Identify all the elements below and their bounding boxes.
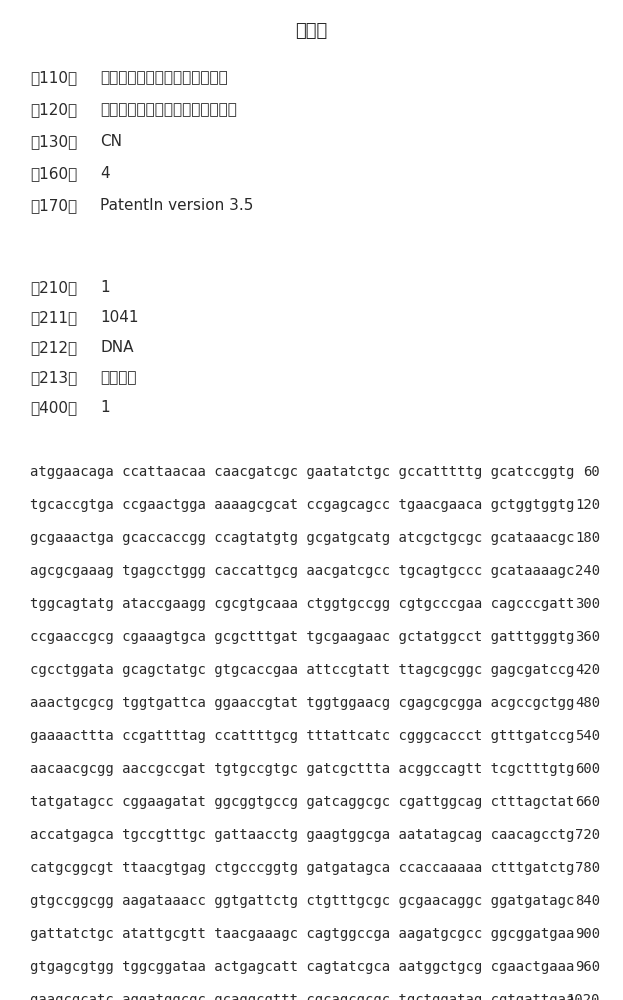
Text: 〈170〉: 〈170〉: [30, 198, 77, 213]
Text: gaagcgcatc aggatggcgc gcaggcgttt cgcagcgcgc tgctggatag cgtgattgaa: gaagcgcatc aggatggcgc gcaggcgttt cgcagcg…: [30, 993, 574, 1000]
Text: aacaacgcgg aaccgccgat tgtgccgtgc gatcgcttta acggccagtt tcgctttgtg: aacaacgcgg aaccgccgat tgtgccgtgc gatcgct…: [30, 762, 574, 776]
Text: 纳洛酮的酶法制备及其药物组合物: 纳洛酮的酶法制备及其药物组合物: [100, 102, 237, 117]
Text: 660: 660: [575, 795, 600, 809]
Text: 〈130〉: 〈130〉: [30, 134, 77, 149]
Text: 人工序列: 人工序列: [100, 370, 136, 385]
Text: DNA: DNA: [100, 340, 133, 355]
Text: gtgccggcgg aagataaacc ggtgattctg ctgtttgcgc gcgaacaggc ggatgatagc: gtgccggcgg aagataaacc ggtgattctg ctgtttg…: [30, 894, 574, 908]
Text: tatgatagcc cggaagatat ggcggtgccg gatcaggcgc cgattggcag ctttagctat: tatgatagcc cggaagatat ggcggtgccg gatcagg…: [30, 795, 574, 809]
Text: cgcctggata gcagctatgc gtgcaccgaa attccgtatt ttagcgcggc gagcgatccg: cgcctggata gcagctatgc gtgcaccgaa attccgt…: [30, 663, 574, 677]
Text: 360: 360: [575, 630, 600, 644]
Text: 600: 600: [575, 762, 600, 776]
Text: 〈213〉: 〈213〉: [30, 370, 77, 385]
Text: gcgaaactga gcaccaccgg ccagtatgtg gcgatgcatg atcgctgcgc gcataaacgc: gcgaaactga gcaccaccgg ccagtatgtg gcgatgc…: [30, 531, 574, 545]
Text: 540: 540: [575, 729, 600, 743]
Text: tggcagtatg ataccgaagg cgcgtgcaaa ctggtgccgg cgtgcccgaa cagcccgatt: tggcagtatg ataccgaagg cgcgtgcaaa ctggtgc…: [30, 597, 574, 611]
Text: 〈120〉: 〈120〉: [30, 102, 77, 117]
Text: gtgagcgtgg tggcggataa actgagcatt cagtatcgca aatggctgcg cgaactgaaa: gtgagcgtgg tggcggataa actgagcatt cagtatc…: [30, 960, 574, 974]
Text: 序列表: 序列表: [295, 22, 328, 40]
Text: gattatctgc atattgcgtt taacgaaagc cagtggccga aagatgcgcc ggcggatgaa: gattatctgc atattgcgtt taacgaaagc cagtggc…: [30, 927, 574, 941]
Text: 780: 780: [575, 861, 600, 875]
Text: 1: 1: [100, 400, 110, 415]
Text: 1020: 1020: [566, 993, 600, 1000]
Text: 〈400〉: 〈400〉: [30, 400, 77, 415]
Text: 〈160〉: 〈160〉: [30, 166, 77, 181]
Text: 4: 4: [100, 166, 110, 181]
Text: 900: 900: [575, 927, 600, 941]
Text: accatgagca tgccgtttgc gattaacctg gaagtggcga aatatagcag caacagcctg: accatgagca tgccgtttgc gattaacctg gaagtgg…: [30, 828, 574, 842]
Text: CN: CN: [100, 134, 122, 149]
Text: 〈212〉: 〈212〉: [30, 340, 77, 355]
Text: 180: 180: [575, 531, 600, 545]
Text: catgcggcgt ttaacgtgag ctgcccggtg gatgatagca ccaccaaaaa ctttgatctg: catgcggcgt ttaacgtgag ctgcccggtg gatgata…: [30, 861, 574, 875]
Text: 300: 300: [575, 597, 600, 611]
Text: gaaaacttta ccgattttag ccattttgcg tttattcatc cgggcaccct gtttgatccg: gaaaacttta ccgattttag ccattttgcg tttattc…: [30, 729, 574, 743]
Text: 120: 120: [575, 498, 600, 512]
Text: 〈210〉: 〈210〉: [30, 280, 77, 295]
Text: PatentIn version 3.5: PatentIn version 3.5: [100, 198, 254, 213]
Text: 240: 240: [575, 564, 600, 578]
Text: 1: 1: [100, 280, 110, 295]
Text: tgcaccgtga ccgaactgga aaaagcgcat ccgagcagcc tgaacgaaca gctggtggtg: tgcaccgtga ccgaactgga aaaagcgcat ccgagca…: [30, 498, 574, 512]
Text: 720: 720: [575, 828, 600, 842]
Text: 420: 420: [575, 663, 600, 677]
Text: 960: 960: [575, 960, 600, 974]
Text: 60: 60: [583, 465, 600, 479]
Text: 840: 840: [575, 894, 600, 908]
Text: 1041: 1041: [100, 310, 138, 325]
Text: atggaacaga ccattaacaa caacgatcgc gaatatctgc gccatttttg gcatccggtg: atggaacaga ccattaacaa caacgatcgc gaatatc…: [30, 465, 574, 479]
Text: aaactgcgcg tggtgattca ggaaccgtat tggtggaacg cgagcgcgga acgccgctgg: aaactgcgcg tggtgattca ggaaccgtat tggtgga…: [30, 696, 574, 710]
Text: agcgcgaaag tgagcctggg caccattgcg aacgatcgcc tgcagtgccc gcataaaagc: agcgcgaaag tgagcctggg caccattgcg aacgatc…: [30, 564, 574, 578]
Text: 奇方（天津）医药科技有限公司: 奇方（天津）医药科技有限公司: [100, 70, 228, 85]
Text: ccgaaccgcg cgaaagtgca gcgctttgat tgcgaagaac gctatggcct gatttgggtg: ccgaaccgcg cgaaagtgca gcgctttgat tgcgaag…: [30, 630, 574, 644]
Text: 〈211〉: 〈211〉: [30, 310, 77, 325]
Text: 〈110〉: 〈110〉: [30, 70, 77, 85]
Text: 480: 480: [575, 696, 600, 710]
